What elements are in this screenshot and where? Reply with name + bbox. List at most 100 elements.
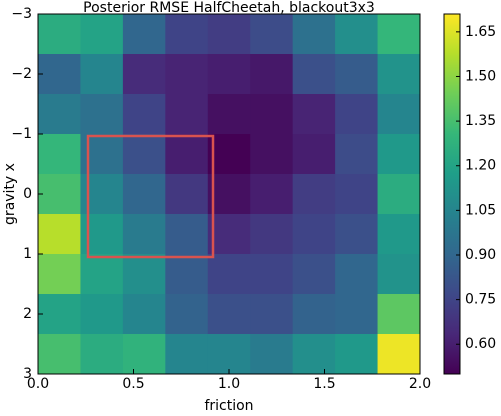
heatmap-cell — [207, 54, 251, 95]
heatmap-cell — [377, 14, 421, 55]
heatmap-cell — [335, 174, 379, 215]
heatmap-cell — [165, 254, 209, 295]
heatmap-cell — [38, 334, 81, 375]
heatmap-cell — [38, 214, 81, 255]
heatmap-cell — [165, 14, 209, 55]
heatmap-cell — [250, 94, 294, 135]
heatmap-cell — [122, 254, 166, 295]
heatmap-cell — [250, 294, 294, 335]
y-tick-label: 1 — [23, 246, 32, 262]
heatmap-cell — [335, 134, 379, 175]
heatmap-cell — [80, 54, 124, 95]
heatmap-cell — [165, 174, 209, 215]
heatmap-cell — [335, 54, 379, 95]
heatmap-cell — [292, 214, 336, 255]
heatmap-cell — [122, 94, 166, 135]
heatmap-cell — [122, 14, 166, 55]
heatmap-cell — [335, 214, 379, 255]
heatmap-cell — [250, 134, 294, 175]
y-tick-label: 2 — [23, 306, 32, 322]
colorbar-tick-label: 1.65 — [465, 24, 496, 40]
heatmap-cell — [122, 174, 166, 215]
heatmap-cell — [80, 254, 124, 295]
colorbar — [443, 13, 461, 375]
heatmap-cell — [80, 14, 124, 55]
heatmap-cell — [292, 14, 336, 55]
x-axis-label: friction — [204, 398, 253, 414]
heatmap-cell — [38, 294, 81, 335]
colorbar-tick-label: 1.35 — [465, 113, 496, 129]
heatmap-cell — [207, 134, 251, 175]
colorbar-tick-label: 1.20 — [465, 158, 496, 174]
heatmap-cell — [122, 334, 166, 375]
y-tick-label: −2 — [11, 66, 32, 82]
heatmap-cell — [207, 254, 251, 295]
heatmap-cell — [207, 294, 251, 335]
heatmap-cell — [207, 214, 251, 255]
heatmap-cell — [335, 254, 379, 295]
heatmap-cell — [250, 214, 294, 255]
heatmap-cell — [377, 134, 421, 175]
heatmap-cell — [38, 134, 81, 175]
y-tick-label: −3 — [11, 6, 32, 22]
x-tick-label: 2.0 — [409, 376, 431, 392]
colorbar-tick-label: 1.50 — [465, 68, 496, 84]
heatmap-cell — [377, 254, 421, 295]
heatmap-cell — [335, 294, 379, 335]
heatmap-cell — [377, 174, 421, 215]
heatmap-cell — [292, 94, 336, 135]
chart-title: Posterior RMSE HalfCheetah, blackout3x3 — [83, 0, 375, 16]
heatmap-cell — [165, 294, 209, 335]
heatmap-cell — [292, 54, 336, 95]
heatmap-cell — [207, 174, 251, 215]
colorbar-tick-label: 0.60 — [465, 336, 496, 352]
heatmap-cell — [292, 174, 336, 215]
heatmap-cell — [377, 334, 421, 375]
highlight-box — [86, 134, 215, 259]
heatmap-cell — [80, 334, 124, 375]
heatmap-cell — [250, 334, 294, 375]
heatmap-cell — [292, 134, 336, 175]
heatmap-cell — [38, 14, 81, 55]
x-tick-label: 0.5 — [122, 376, 144, 392]
heatmap-cell — [165, 214, 209, 255]
y-axis-label: gravity x — [2, 163, 18, 225]
heatmap-cell — [165, 54, 209, 95]
heatmap-cell — [38, 254, 81, 295]
heatmap-cell — [292, 254, 336, 295]
heatmap-cell — [377, 294, 421, 335]
y-tick-label: −1 — [11, 126, 32, 142]
colorbar-tick-label: 0.90 — [465, 247, 496, 263]
heatmap-cell — [250, 174, 294, 215]
heatmap-cell — [250, 254, 294, 295]
y-tick-label: 0 — [23, 186, 32, 202]
colorbar-tick-label: 0.75 — [465, 292, 496, 308]
heatmap-cell — [335, 94, 379, 135]
colorbar-tick-label: 1.05 — [465, 202, 496, 218]
heatmap-cell — [207, 94, 251, 135]
heatmap-cell — [122, 294, 166, 335]
heatmap-cell — [122, 214, 166, 255]
heatmap-cell — [122, 134, 166, 175]
y-tick-label: 3 — [23, 366, 32, 382]
heatmap-cell — [250, 54, 294, 95]
heatmap-cell — [377, 54, 421, 95]
heatmap-cell — [122, 54, 166, 95]
heatmap-cell — [38, 94, 81, 135]
heatmap-cell — [38, 174, 81, 215]
x-tick-label: 0.0 — [27, 376, 49, 392]
heatmap-cell — [207, 14, 251, 55]
heatmap-cell — [335, 14, 379, 55]
heatmap-cell — [165, 94, 209, 135]
heatmap-cell — [80, 94, 124, 135]
heatmap-cell — [377, 94, 421, 135]
heatmap-cell — [165, 334, 209, 375]
x-tick-label: 1.5 — [313, 376, 335, 392]
heatmap-cell — [292, 334, 336, 375]
heatmap-cell — [377, 214, 421, 255]
heatmap-cell — [38, 54, 81, 95]
x-tick-label: 1.0 — [218, 376, 240, 392]
heatmap-cell — [207, 334, 251, 375]
heatmap-cell — [250, 14, 294, 55]
